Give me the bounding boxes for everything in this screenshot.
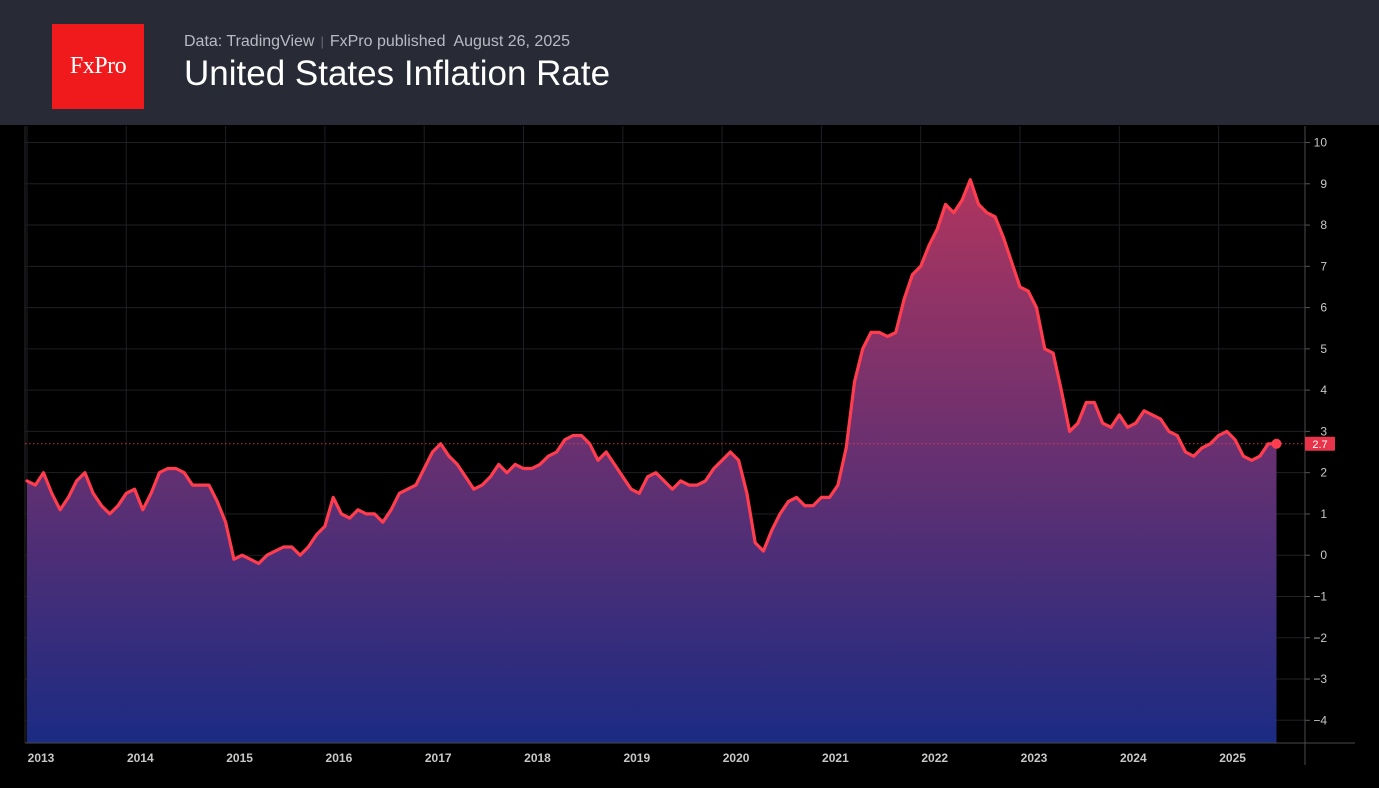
x-tick-label: 2017 [425,751,452,765]
x-tick-label: 2013 [28,751,55,765]
x-tick-label: 2020 [723,751,750,765]
separator: | [320,34,324,49]
y-tick-label: 7 [1320,259,1327,273]
x-axis-labels: 2013 2014 2015 2016 2017 2018 2019 2020 2021 2022… [28,751,1247,765]
y-tick-label: 4 [1320,383,1327,397]
plot-area [25,178,1279,743]
data-source: Data: TradingView [184,33,315,50]
x-tick-label: 2022 [921,751,948,765]
series-line [25,178,1279,566]
y-tick-label: 5 [1320,342,1327,356]
last-point-dot [1271,438,1282,449]
source-line: Data: TradingView | FxPro published August … [184,33,570,51]
y-tick-label: 0 [1320,548,1327,562]
y-tick-label: −3 [1313,672,1327,686]
brand-logo: FxPro [52,24,144,109]
header-bar: FxPro Data: TradingView | FxPro published A… [0,0,1379,125]
x-tick-label: 2014 [127,751,154,765]
x-tick-label: 2023 [1021,751,1048,765]
y-tick-label: 2 [1320,466,1327,480]
y-tick-label: 6 [1320,301,1327,315]
y-tick-label: −1 [1313,589,1327,603]
x-tick-label: 2015 [226,751,253,765]
series-area [27,179,1277,743]
x-tick-label: 2025 [1219,751,1246,765]
publisher: FxPro published [329,33,446,50]
y-tick-label: 1 [1320,507,1327,521]
y-tick-label: −4 [1313,713,1327,727]
x-tick-label: 2024 [1120,751,1147,765]
publish-date: August 26, 2025 [453,33,571,50]
y-tick-label: 10 [1314,136,1328,150]
x-tick-label: 2019 [623,751,650,765]
y-tick-label: 8 [1320,218,1327,232]
y-tick-label: −2 [1313,631,1327,645]
x-tick-label: 2016 [326,751,353,765]
last-value-label: 2.7 [1312,439,1327,451]
x-tick-label: 2021 [822,751,849,765]
last-value-marker: 2.7 [25,436,1335,451]
chart-title: United States Inflation Rate [184,54,611,93]
y-tick-label: 3 [1320,424,1327,438]
last-value-badge [1305,436,1335,451]
x-tick-label: 2018 [524,751,551,765]
y-tick-label: 9 [1320,177,1327,191]
